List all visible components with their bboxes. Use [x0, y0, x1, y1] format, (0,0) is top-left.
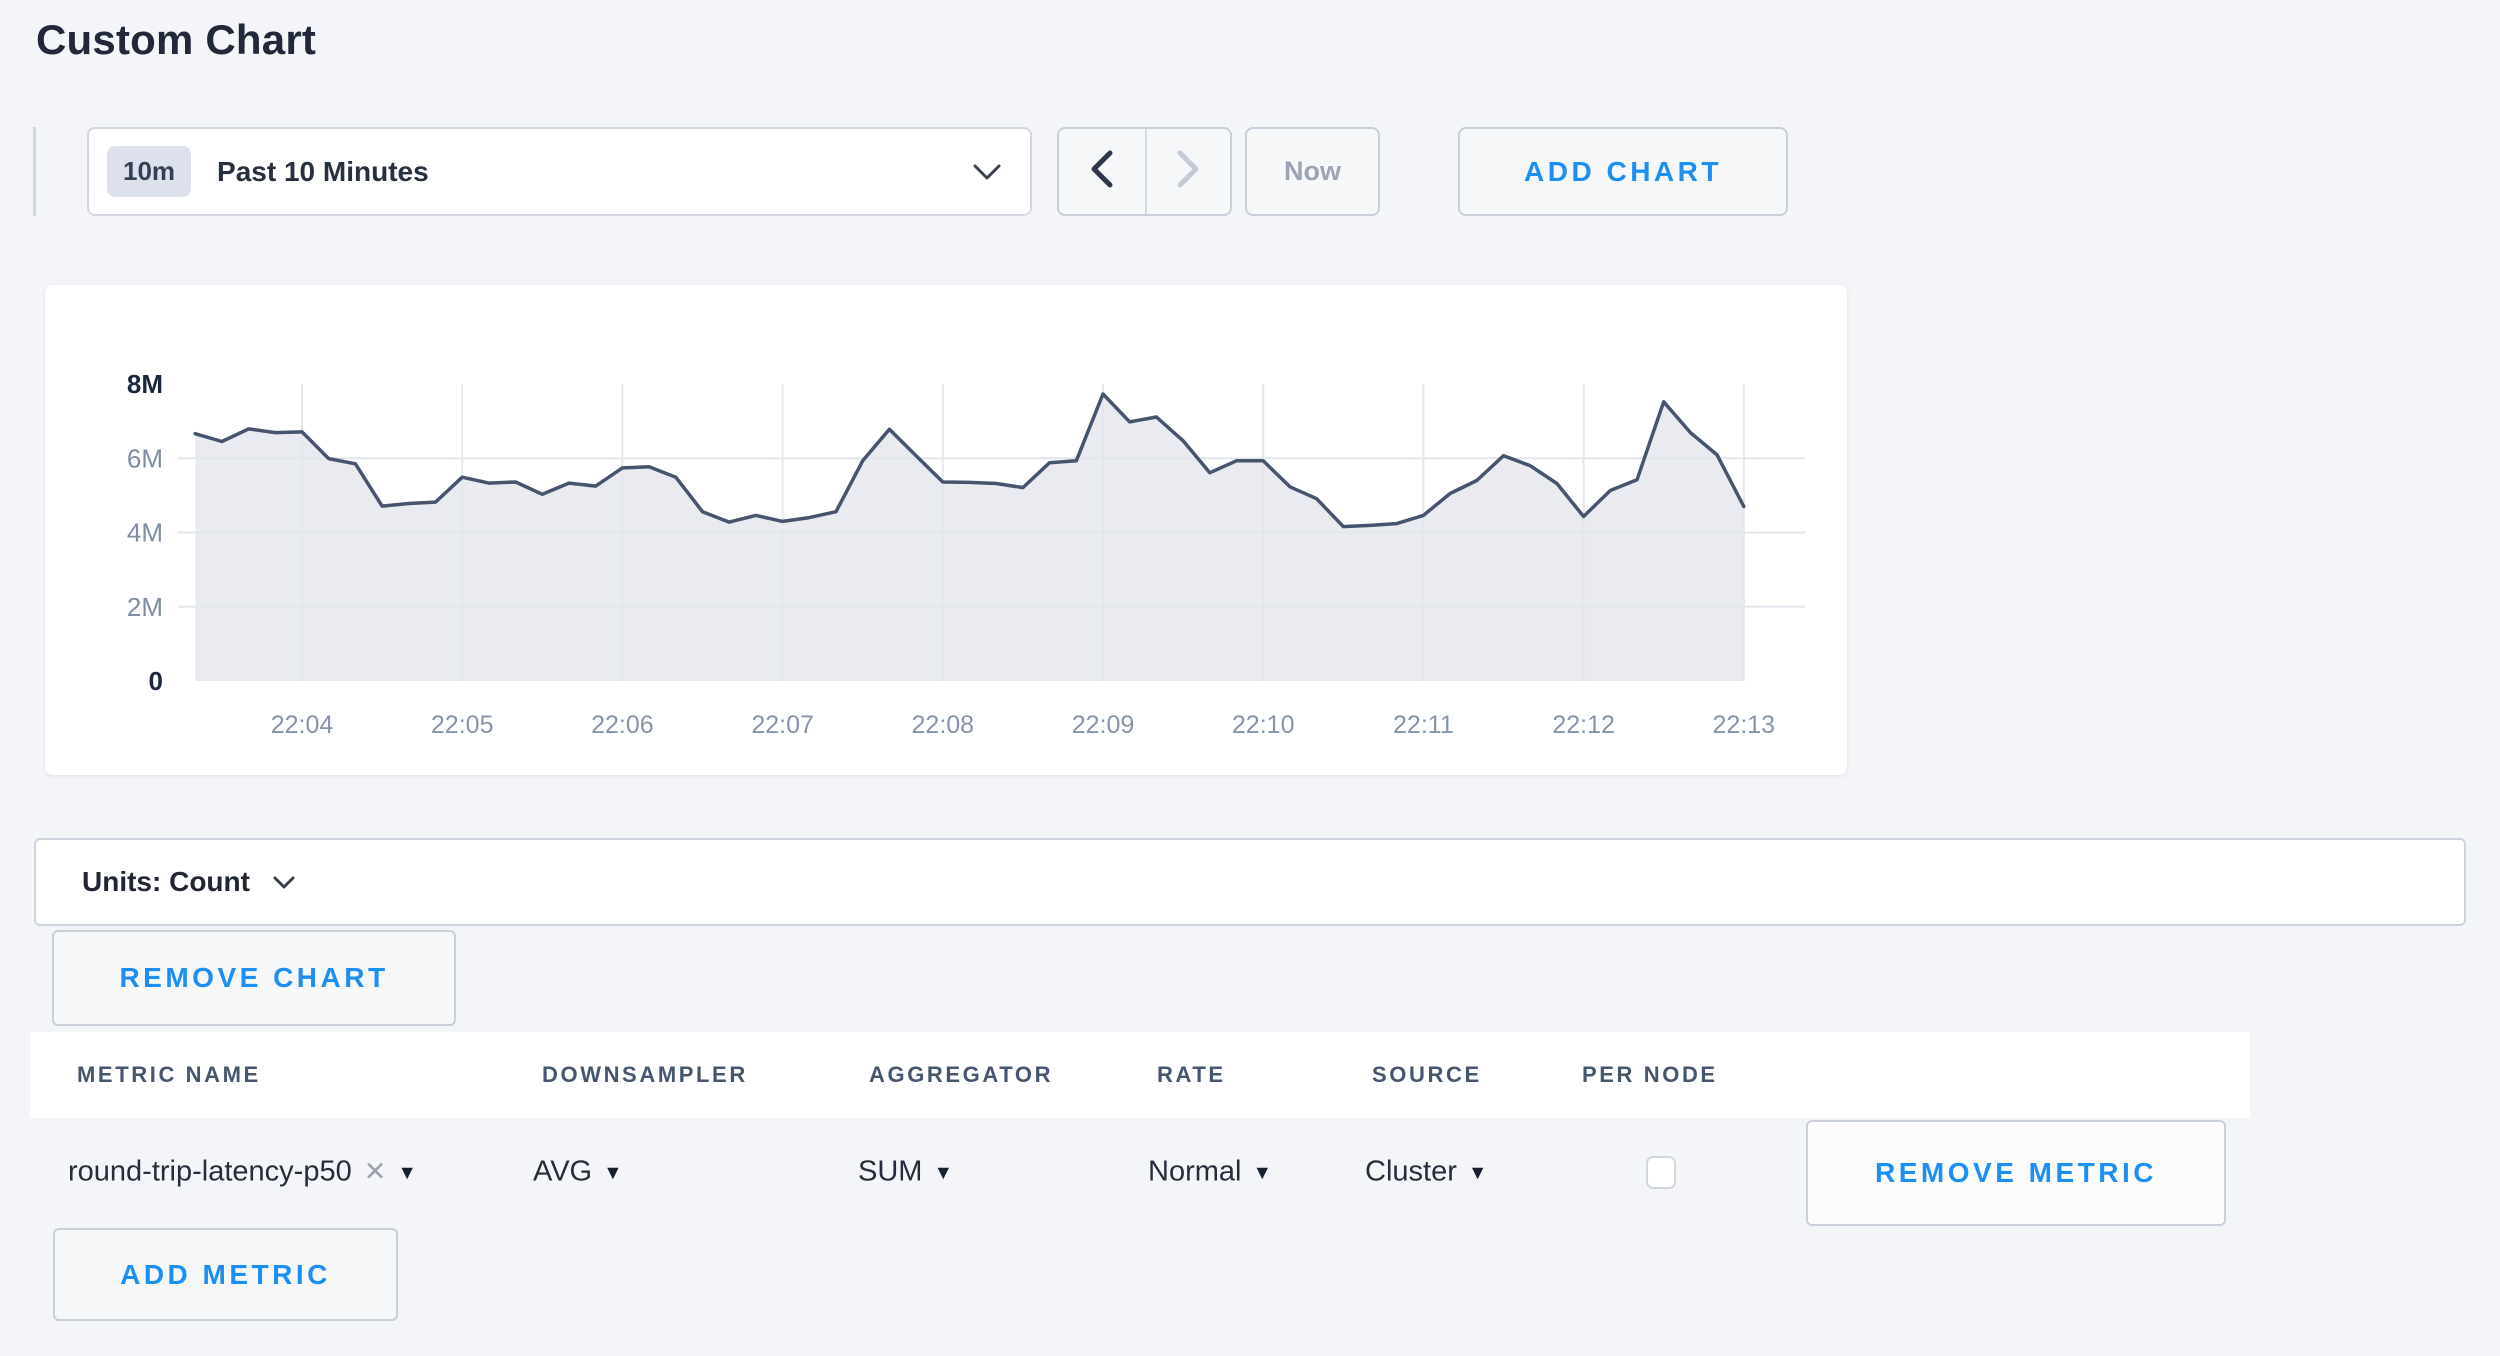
x-tick-label: 22:05: [431, 711, 494, 739]
metric-name-select[interactable]: round-trip-latency-p50 ✕ ▾: [68, 1156, 413, 1189]
units-dropdown[interactable]: Units: Count: [34, 838, 2466, 926]
caret-down-icon: ▾: [607, 1158, 619, 1185]
chevron-down-icon: [272, 875, 296, 890]
col-header-aggregator: AGGREGATOR: [869, 1062, 1054, 1087]
time-scale-accent-bar: [33, 127, 36, 216]
add-metric-button[interactable]: ADD METRIC: [53, 1228, 398, 1321]
caret-down-icon: ▾: [1471, 1158, 1484, 1185]
x-tick-label: 22:07: [751, 711, 814, 739]
caret-down-icon: ▾: [937, 1158, 949, 1185]
y-tick-label: 6M: [127, 443, 163, 473]
downsampler-select[interactable]: AVG ▾: [533, 1156, 619, 1189]
now-button[interactable]: Now: [1245, 127, 1380, 216]
clear-metric-icon[interactable]: ✕: [363, 1156, 387, 1187]
y-tick-label: 4M: [127, 518, 163, 548]
x-tick-label: 22:08: [912, 711, 975, 739]
custom-chart-svg: 22:04 22:05 22:06 22:07 22:08 22:09 22:10 22:11…: [127, 369, 1805, 739]
y-tick-label: 2M: [127, 592, 163, 622]
x-tick-label: 22:06: [591, 711, 654, 739]
time-step-button-group: [1057, 127, 1232, 216]
x-tick-label: 22:09: [1072, 711, 1135, 739]
page-title: Custom Chart: [36, 16, 317, 63]
rate-value: Normal: [1148, 1155, 1242, 1188]
per-node-checkbox[interactable]: [1646, 1156, 1676, 1189]
time-window-badge: 10m: [107, 146, 192, 197]
source-select[interactable]: Cluster ▾: [1365, 1156, 1483, 1189]
time-range-dropdown[interactable]: 10m Past 10 Minutes: [87, 127, 1032, 216]
col-header-downsampler: DOWNSAMPLER: [542, 1062, 748, 1087]
add-chart-button[interactable]: ADD CHART: [1458, 127, 1788, 216]
caret-down-icon: ▾: [1256, 1158, 1269, 1185]
chart-area-fill: [195, 394, 1744, 681]
chevron-left-icon: [1089, 149, 1115, 194]
remove-chart-button[interactable]: REMOVE CHART: [52, 930, 456, 1026]
aggregator-select[interactable]: SUM ▾: [858, 1156, 949, 1189]
caret-down-icon: ▾: [401, 1158, 413, 1185]
aggregator-value: SUM: [858, 1155, 923, 1188]
chart-card: 22:04 22:05 22:06 22:07 22:08 22:09 22:10 22:11…: [45, 285, 1847, 775]
metric-name-value: round-trip-latency-p50: [68, 1155, 352, 1188]
col-header-per-node: PER NODE: [1582, 1062, 1718, 1087]
chevron-down-icon: [972, 163, 1002, 181]
metrics-table-header: METRIC NAME DOWNSAMPLER AGGREGATOR RATE …: [30, 1032, 2250, 1118]
y-tick-label: 0: [149, 666, 163, 696]
downsampler-value: AVG: [533, 1155, 593, 1188]
x-tick-label: 22:10: [1232, 711, 1295, 739]
step-back-button[interactable]: [1059, 129, 1145, 214]
remove-metric-button[interactable]: REMOVE METRIC: [1806, 1120, 2226, 1226]
rate-select[interactable]: Normal ▾: [1148, 1156, 1268, 1189]
col-header-rate: RATE: [1157, 1062, 1226, 1087]
x-tick-label: 22:04: [271, 711, 334, 739]
col-header-metric-name: METRIC NAME: [77, 1062, 261, 1087]
y-tick-label: 8M: [127, 369, 163, 399]
x-tick-label: 22:12: [1552, 711, 1615, 739]
time-range-label: Past 10 Minutes: [217, 155, 429, 187]
chevron-right-icon: [1175, 149, 1201, 194]
x-tick-label: 22:13: [1713, 711, 1776, 739]
units-label: Units: Count: [82, 866, 250, 897]
chart-series-line: [193, 392, 1746, 529]
step-forward-button[interactable]: [1144, 129, 1231, 214]
x-tick-label: 22:11: [1393, 711, 1454, 739]
col-header-source: SOURCE: [1372, 1062, 1482, 1087]
source-value: Cluster: [1365, 1155, 1457, 1188]
